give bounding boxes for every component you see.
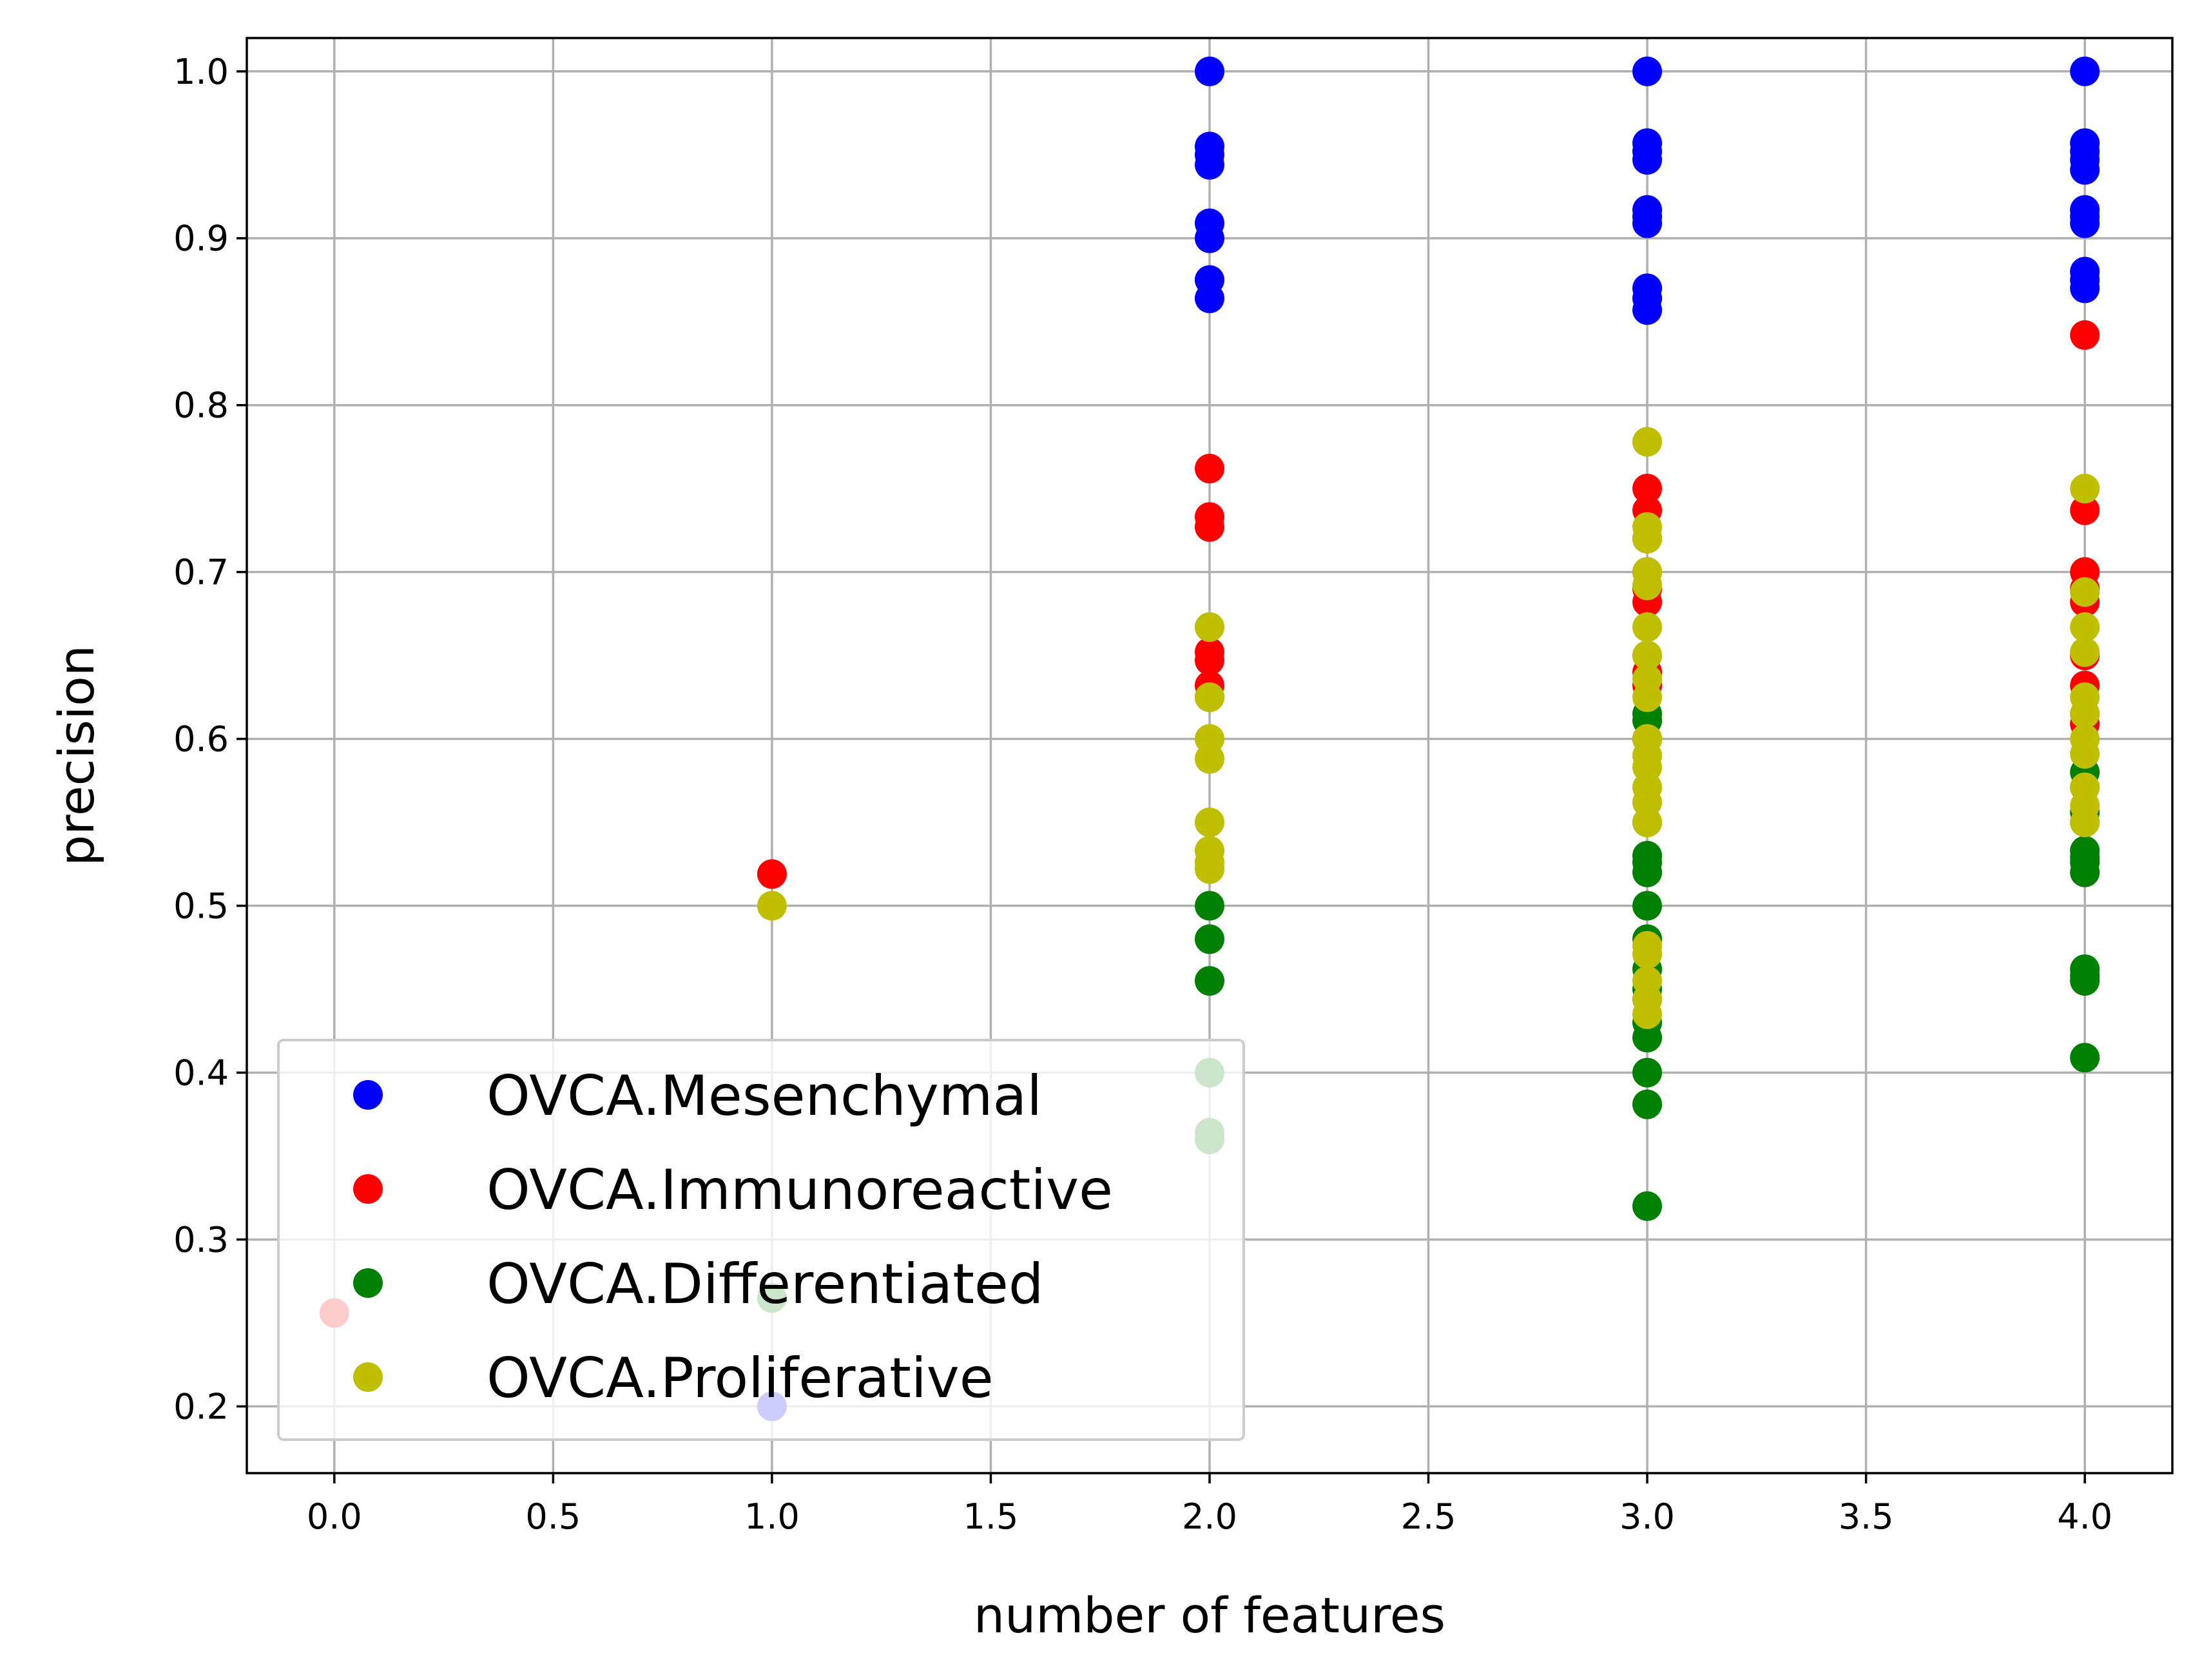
point-ovca-proliferative [2070,739,2100,769]
point-ovca-proliferative [757,891,787,921]
y-tick-label: 0.5 [173,886,229,927]
point-ovca-immunoreactive [1195,454,1224,484]
point-ovca-differentiated [1632,1191,1663,1221]
point-ovca-differentiated [1632,857,1663,887]
x-tick-label: 0.5 [525,1496,581,1537]
y-tick-label: 0.6 [173,719,229,760]
legend-label: OVCA.Proliferative [487,1346,994,1411]
point-ovca-proliferative [2070,612,2100,642]
point-ovca-mesenchymal [2070,273,2100,304]
x-tick-label: 2.5 [1401,1496,1456,1537]
x-tick-label: 4.0 [2057,1496,2112,1537]
point-ovca-proliferative [1195,682,1224,712]
point-ovca-mesenchymal [1195,56,1224,86]
point-ovca-proliferative [2070,637,2100,667]
legend-marker [353,1080,383,1110]
point-ovca-proliferative [1195,854,1224,884]
x-tick-label: 3.5 [1839,1496,1894,1537]
point-ovca-proliferative [1632,807,1663,838]
point-ovca-proliferative [2070,807,2100,838]
legend-marker [353,1174,383,1204]
y-tick-label: 0.8 [173,385,229,426]
point-ovca-differentiated [1632,1057,1663,1088]
legend-marker [353,1268,383,1298]
point-ovca-immunoreactive [1632,474,1663,504]
point-ovca-immunoreactive [1195,512,1224,542]
point-ovca-mesenchymal [1195,223,1224,253]
x-tick-label: 0.0 [307,1496,362,1537]
point-ovca-immunoreactive [1195,645,1224,675]
point-ovca-proliferative [1195,612,1224,642]
point-ovca-mesenchymal [1632,295,1663,325]
point-ovca-mesenchymal [1195,283,1224,313]
point-ovca-proliferative [1195,744,1224,774]
point-ovca-mesenchymal [2070,155,2100,185]
point-ovca-differentiated [1632,1023,1663,1053]
point-ovca-differentiated [2070,966,2100,996]
x-axis-label: number of features [974,1587,1445,1644]
point-ovca-proliferative [2070,474,2100,504]
point-ovca-immunoreactive [2070,495,2100,525]
point-ovca-proliferative [1632,570,1663,601]
point-ovca-differentiated [1195,891,1224,921]
point-ovca-proliferative [1632,641,1663,671]
legend-marker [353,1362,383,1392]
y-tick-label: 0.9 [173,218,229,259]
point-ovca-proliferative [1632,612,1663,642]
y-axis-label: precision [48,645,105,866]
point-ovca-mesenchymal [2070,56,2100,86]
point-ovca-proliferative [1632,939,1663,969]
x-tick-label: 2.0 [1182,1496,1237,1537]
y-tick-label: 0.2 [173,1386,229,1427]
point-ovca-differentiated [1632,891,1663,921]
legend: OVCA.Mesenchymal OVCA.Immunoreactive OVCA.… [277,1039,1245,1441]
point-ovca-differentiated [2070,857,2100,887]
point-ovca-proliferative [1632,682,1663,712]
y-tick-label: 0.3 [173,1219,229,1260]
point-ovca-mesenchymal [1632,56,1663,86]
point-ovca-immunoreactive [2070,320,2100,350]
point-ovca-proliferative [1632,523,1663,554]
point-ovca-differentiated [2070,1043,2100,1073]
point-ovca-mesenchymal [2070,208,2100,238]
x-tick-label: 1.0 [744,1496,800,1537]
legend-label: OVCA.Immunoreactive [487,1158,1113,1222]
legend-box [277,1039,1245,1441]
legend-label: OVCA.Differentiated [487,1252,1043,1317]
point-ovca-proliferative [2070,577,2100,607]
x-tick-label: 1.5 [963,1496,1019,1537]
point-ovca-differentiated [1195,924,1224,954]
point-ovca-mesenchymal [1632,145,1663,175]
point-ovca-mesenchymal [1632,208,1663,238]
axis-ticks: 0.0 0.5 1.0 1.5 2.0 2.5 3.0 3.5 4.0 0.2 0.3 0.4 0.5 0… [173,52,2112,1537]
point-ovca-proliferative [1195,807,1224,838]
point-ovca-proliferative [2070,699,2100,729]
point-ovca-proliferative [1632,427,1663,457]
y-tick-label: 1.0 [173,52,229,92]
point-ovca-mesenchymal [1195,150,1224,180]
point-ovca-immunoreactive [757,859,787,889]
point-ovca-proliferative [1632,999,1663,1029]
y-tick-label: 0.4 [173,1053,229,1094]
x-tick-label: 3.0 [1619,1496,1675,1537]
point-ovca-differentiated [1632,1089,1663,1119]
y-tick-label: 0.7 [173,552,229,593]
legend-label: OVCA.Mesenchymal [487,1064,1042,1128]
point-ovca-differentiated [1195,966,1224,996]
